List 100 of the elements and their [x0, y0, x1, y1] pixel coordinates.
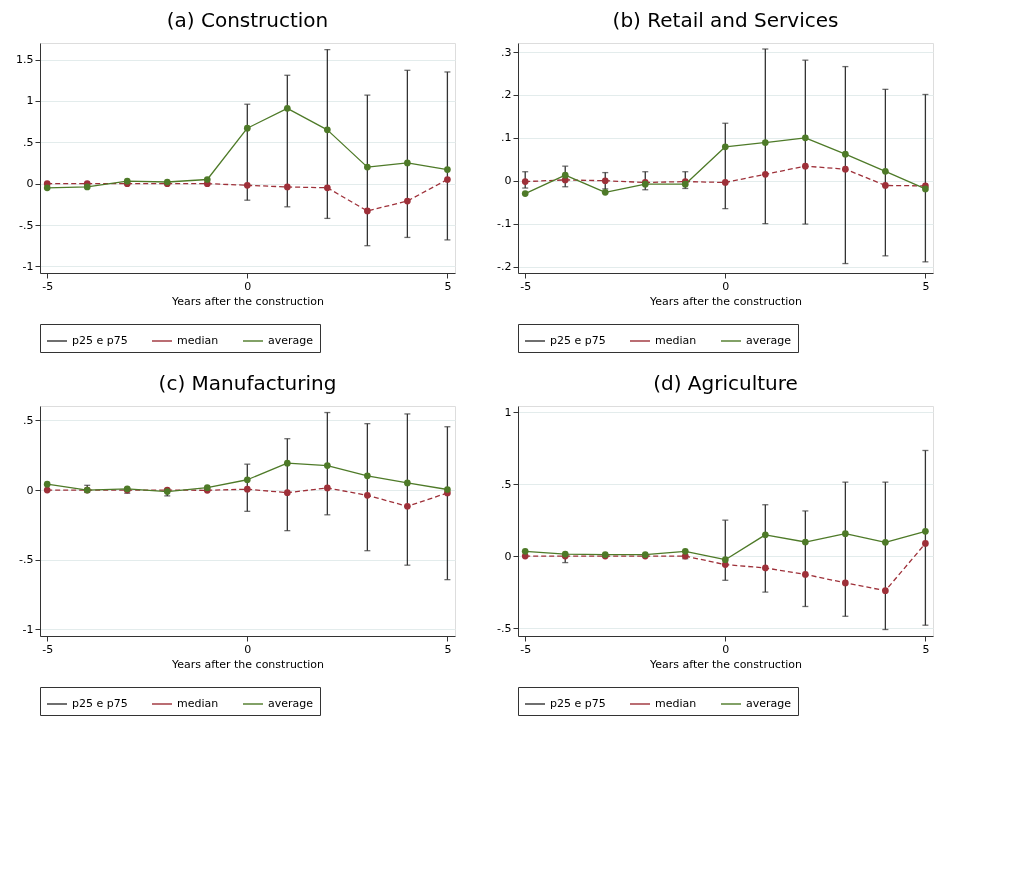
y-tick-label: 0 [26, 177, 34, 191]
point [43, 184, 51, 192]
y-tick-label: .1 [501, 131, 512, 145]
point [364, 491, 371, 499]
x-tick-label: -5 [42, 279, 54, 293]
legend-label: median [655, 697, 697, 710]
point [404, 479, 411, 487]
point [283, 105, 291, 112]
chart-title: (b) Retail and Services [612, 8, 839, 32]
y-tick-label: .5 [23, 413, 34, 427]
point [721, 556, 729, 564]
y-tick-label: 1.5 [16, 53, 34, 67]
point [842, 150, 849, 158]
point [681, 548, 689, 555]
point [323, 184, 331, 192]
point [601, 177, 609, 185]
y-tick-label: 0 [504, 174, 512, 188]
x-axis-title: Years after the construction [649, 657, 803, 671]
x-tick-label: -5 [42, 642, 54, 656]
point [83, 183, 91, 191]
chart-title: (d) Agriculture [653, 371, 798, 395]
point [283, 183, 291, 191]
point [444, 486, 451, 493]
x-tick-label: 0 [244, 642, 252, 656]
point [601, 188, 609, 196]
point [203, 176, 211, 183]
legend-label: average [746, 334, 792, 347]
point [43, 486, 51, 494]
point [721, 179, 729, 186]
point [243, 181, 251, 189]
point [323, 126, 331, 134]
point [761, 564, 769, 572]
x-tick-label: -5 [520, 642, 532, 656]
x-tick-label: 5 [922, 642, 930, 656]
point [761, 170, 769, 178]
point [761, 139, 769, 146]
point [842, 530, 849, 538]
y-tick-label: 0 [504, 549, 512, 563]
point [882, 167, 889, 175]
x-tick-label: 0 [722, 642, 730, 656]
point [243, 124, 251, 132]
point [882, 587, 889, 595]
x-tick-label: 0 [722, 279, 730, 293]
point [842, 165, 849, 173]
point [404, 502, 411, 510]
y-tick-label: -.2 [497, 260, 512, 274]
point [404, 197, 411, 205]
point [882, 182, 889, 189]
y-tick-label: 1 [26, 94, 34, 108]
text: p25 e p75 [72, 697, 128, 710]
x-tick-label: 5 [444, 279, 452, 293]
legend-label: median [177, 697, 219, 710]
x-axis-title: Years after the construction [649, 294, 803, 308]
point [521, 548, 529, 555]
y-tick-label: 1 [504, 405, 512, 419]
chart-title: (c) Manufacturing [158, 371, 337, 395]
x-axis-title: Years after the construction [171, 294, 325, 308]
y-tick-label: .5 [501, 477, 512, 491]
point [404, 159, 411, 167]
text: p25 e p75 [72, 334, 128, 347]
point [444, 166, 451, 173]
point [364, 207, 371, 215]
point [243, 476, 251, 484]
point [922, 528, 929, 535]
y-tick-label: -.1 [497, 217, 512, 231]
point [43, 480, 51, 488]
point [364, 163, 371, 171]
point [801, 134, 809, 142]
text: p25 e p75 [550, 697, 606, 710]
point [761, 531, 769, 539]
point [364, 472, 371, 480]
x-tick-label: 5 [444, 642, 452, 656]
point [842, 579, 849, 587]
y-tick-label: -.5 [19, 553, 34, 567]
x-tick-label: -5 [520, 279, 532, 293]
legend-label: average [268, 334, 314, 347]
point [521, 178, 529, 185]
point [243, 485, 251, 493]
y-tick-label: .3 [501, 45, 512, 59]
x-axis-title: Years after the construction [171, 657, 325, 671]
point [521, 190, 529, 197]
point [882, 538, 889, 546]
point [801, 571, 809, 578]
point [801, 538, 809, 546]
point [721, 143, 729, 151]
legend-label: average [746, 697, 792, 710]
point [444, 176, 451, 183]
y-tick-label: 0 [26, 483, 34, 497]
legend-label: median [655, 334, 697, 347]
point [801, 162, 809, 170]
y-tick-label: -.5 [19, 218, 34, 232]
text: p25 e p75 [550, 334, 606, 347]
chart-title: (a) Construction [166, 8, 329, 32]
point [922, 540, 929, 547]
y-tick-label: -.5 [497, 621, 512, 635]
y-tick-label: .2 [501, 88, 512, 102]
legend-label: average [268, 697, 314, 710]
y-tick-label: -1 [22, 622, 34, 636]
point [283, 489, 291, 497]
point [323, 462, 331, 469]
